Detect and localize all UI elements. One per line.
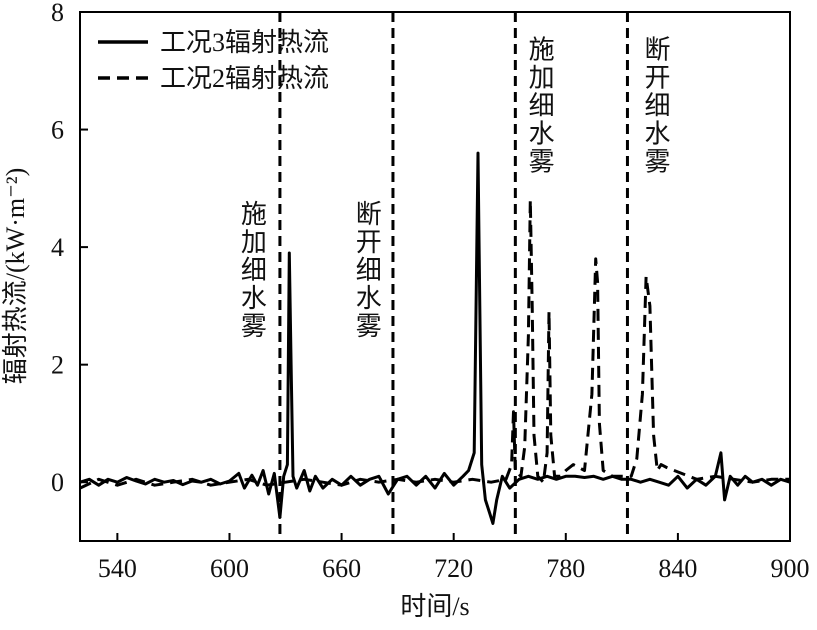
x-tick-label: 840 xyxy=(658,554,697,583)
x-tick-label: 540 xyxy=(98,554,137,583)
annotation: 断开细水雾 xyxy=(352,200,381,340)
x-tick-label: 720 xyxy=(434,554,473,583)
y-tick-label: 2 xyxy=(51,351,64,380)
series-line xyxy=(79,151,791,525)
y-tick-label: 4 xyxy=(51,233,64,262)
series-line xyxy=(79,198,790,490)
y-tick-label: 8 xyxy=(51,0,64,27)
y-tick-label: 6 xyxy=(51,116,64,145)
plot-frame xyxy=(79,11,791,542)
x-axis-label: 时间/s xyxy=(400,592,469,621)
y-tick-label: 0 xyxy=(51,468,64,497)
legend-label: 工况3辐射热流 xyxy=(160,28,329,57)
legend-label: 工况2辐射热流 xyxy=(160,64,329,93)
x-tick-label: 900 xyxy=(771,554,810,583)
y-axis-label: 辐射热流/(kW·m⁻²) xyxy=(1,168,30,384)
x-tick-label: 600 xyxy=(210,554,249,583)
annotation: 施加细水雾 xyxy=(525,35,554,175)
x-tick-label: 780 xyxy=(546,554,585,583)
annotation: 施加细水雾 xyxy=(237,200,266,340)
x-tick-label: 660 xyxy=(322,554,361,583)
annotation: 断开细水雾 xyxy=(641,35,670,175)
